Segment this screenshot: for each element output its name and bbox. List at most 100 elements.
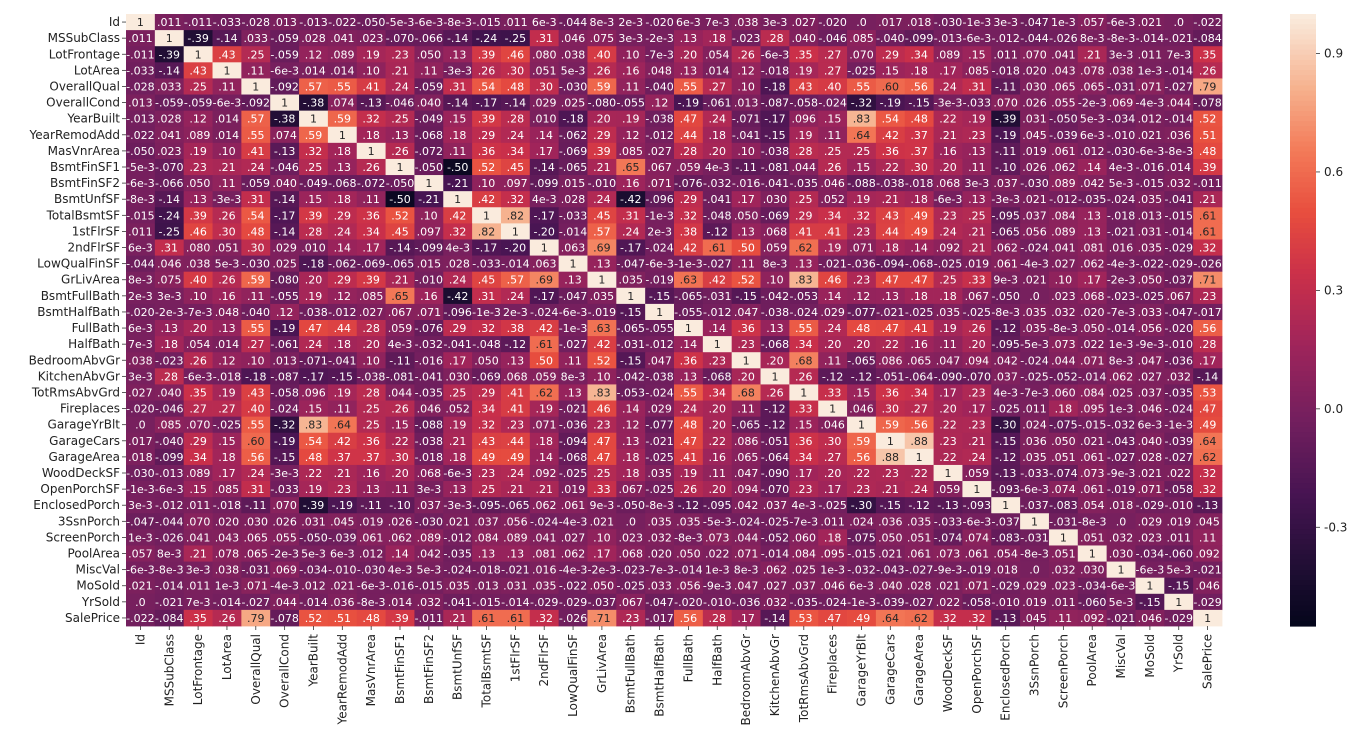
cell-annotation: .20 <box>939 403 957 416</box>
heatmap-cell <box>645 14 675 31</box>
heatmap-cell <box>616 126 646 144</box>
cell-annotation: .035 <box>532 580 557 593</box>
cell-annotation: .59 <box>305 129 323 142</box>
cell-annotation: .038 <box>215 564 240 577</box>
cell-annotation: -.014 <box>155 580 183 593</box>
cell-annotation: -6e-3 <box>270 64 299 77</box>
colorbar-segment <box>1290 269 1316 275</box>
cell-annotation: .035 <box>618 274 643 287</box>
cell-annotation: .61 <box>1199 209 1217 222</box>
cell-annotation: -.032 <box>415 338 443 351</box>
cell-annotation: .27 <box>824 64 842 77</box>
cell-annotation: .036 <box>1166 129 1191 142</box>
cell-annotation: .25 <box>362 403 380 416</box>
column-label: BsmtFinSF2 <box>422 634 436 704</box>
heatmap-cell <box>587 94 617 112</box>
cell-annotation: .12 <box>218 354 236 367</box>
cell-annotation: -.24 <box>476 32 497 45</box>
colorbar-segment <box>1290 381 1316 387</box>
heatmap-cell <box>760 30 790 47</box>
cell-annotation: -.014 <box>1165 64 1193 77</box>
cell-annotation: 3e-3 <box>964 177 989 190</box>
cell-annotation: -.010 <box>1165 499 1193 512</box>
cell-annotation: -.026 <box>155 531 183 544</box>
cell-annotation: -.024 <box>530 306 558 319</box>
cell-annotation: .029 <box>647 403 672 416</box>
cell-annotation: .13 <box>478 548 496 561</box>
column-label: BsmtHalfBath <box>653 634 667 717</box>
heatmap-cell <box>789 62 819 79</box>
heatmap-cell <box>1048 94 1079 112</box>
cell-annotation: -.071 <box>299 354 327 367</box>
heatmap-cell <box>818 158 848 176</box>
cell-annotation: -.044 <box>559 16 587 29</box>
heatmap-cell <box>558 191 588 208</box>
heatmap-cell <box>587 14 617 31</box>
cell-annotation: 1 <box>598 274 605 287</box>
heatmap-cell <box>760 175 790 192</box>
cell-annotation: -.036 <box>847 258 875 271</box>
cell-annotation: -.039 <box>328 531 356 544</box>
cell-annotation: .59 <box>334 113 352 126</box>
heatmap-cell <box>1077 158 1108 176</box>
heatmap-cell <box>500 14 531 31</box>
cell-annotation: .071 <box>965 580 990 593</box>
heatmap-cell <box>616 191 646 208</box>
cell-annotation: .020 <box>1080 306 1105 319</box>
cell-annotation: -.012 <box>991 32 1019 45</box>
heatmap-cell <box>875 110 906 128</box>
cell-annotation: .13 <box>1083 225 1101 238</box>
cell-annotation: .20 <box>189 322 207 335</box>
cell-annotation: .46 <box>507 48 525 61</box>
cell-annotation: -.051 <box>876 370 904 383</box>
cell-annotation: .059 <box>763 242 788 255</box>
cell-annotation: .012 <box>1080 145 1105 158</box>
cell-annotation: .51 <box>334 612 352 625</box>
cell-annotation: -.025 <box>991 403 1019 416</box>
heatmap-cell <box>241 207 271 224</box>
cell-annotation: -.025 <box>645 483 673 496</box>
cell-annotation: .19 <box>795 129 813 142</box>
cell-annotation: -.029 <box>1193 596 1221 609</box>
cell-annotation: .11 <box>247 64 265 77</box>
cell-annotation: .063 <box>532 258 557 271</box>
cell-annotation: .068 <box>417 467 442 480</box>
heatmap-cell <box>645 175 675 192</box>
heatmap-cell <box>587 46 617 63</box>
cell-annotation: .79 <box>1199 80 1217 93</box>
cell-annotation: -.12 <box>678 499 699 512</box>
heatmap-cell <box>674 142 704 160</box>
heatmap-cell <box>702 30 733 47</box>
cell-annotation: .11 <box>420 64 438 77</box>
colorbar-segment <box>1290 146 1316 153</box>
cell-annotation: -.074 <box>934 531 962 544</box>
heatmap-cell <box>154 175 185 192</box>
colorbar-segment <box>1290 498 1316 505</box>
cell-annotation: .22 <box>882 338 900 351</box>
cell-annotation: .36 <box>362 435 380 448</box>
cell-annotation: .014 <box>1166 161 1191 174</box>
cell-annotation: .16 <box>218 290 236 303</box>
heatmap-cell <box>1048 110 1079 128</box>
cell-annotation: 8e-3 <box>157 548 182 561</box>
cell-annotation: .21 <box>391 274 409 287</box>
cell-annotation: .21 <box>189 548 207 561</box>
cell-annotation: .089 <box>330 48 355 61</box>
cell-annotation: -.059 <box>415 80 443 93</box>
cell-annotation: .067 <box>1166 290 1191 303</box>
cell-annotation: -8e-3 <box>1078 515 1107 528</box>
cell-annotation: -9e-3 <box>934 564 963 577</box>
cell-annotation: -.076 <box>415 322 443 335</box>
cell-annotation: .56 <box>247 451 265 464</box>
cell-annotation: -.046 <box>155 403 183 416</box>
heatmap-cell <box>645 46 675 63</box>
cell-annotation: .069 <box>272 564 297 577</box>
cell-annotation: -.095 <box>991 338 1019 351</box>
cell-annotation: -.088 <box>415 419 443 432</box>
cell-annotation: .037 <box>993 177 1018 190</box>
cell-annotation: -.050 <box>991 290 1019 303</box>
cell-annotation: .035 <box>1022 451 1047 464</box>
cell-annotation: .021 <box>590 515 615 528</box>
cell-annotation: .26 <box>362 161 380 174</box>
